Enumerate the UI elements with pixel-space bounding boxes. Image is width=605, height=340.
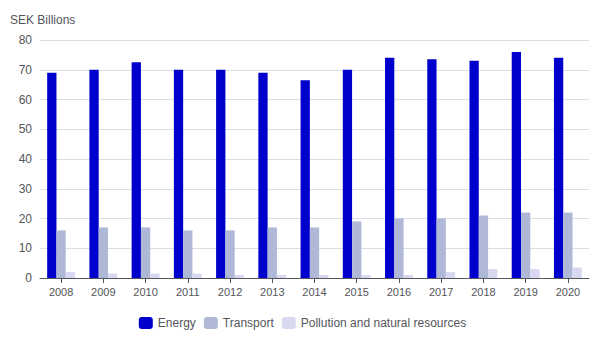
svg-text:2017: 2017: [429, 286, 453, 298]
svg-text:2012: 2012: [218, 286, 242, 298]
svg-text:SEK Billions: SEK Billions: [10, 13, 75, 27]
svg-text:2015: 2015: [344, 286, 368, 298]
svg-text:2018: 2018: [471, 286, 495, 298]
svg-text:Energy: Energy: [158, 316, 196, 330]
svg-text:80: 80: [19, 33, 33, 47]
svg-text:2016: 2016: [387, 286, 411, 298]
svg-text:2019: 2019: [513, 286, 537, 298]
svg-text:50: 50: [19, 122, 33, 136]
svg-text:2009: 2009: [91, 286, 115, 298]
svg-text:Transport: Transport: [223, 316, 275, 330]
svg-text:2013: 2013: [260, 286, 284, 298]
svg-text:2008: 2008: [49, 286, 73, 298]
svg-text:2014: 2014: [302, 286, 326, 298]
svg-text:2010: 2010: [133, 286, 157, 298]
svg-text:2020: 2020: [556, 286, 580, 298]
svg-text:30: 30: [19, 182, 33, 196]
svg-text:2011: 2011: [176, 286, 200, 298]
svg-text:Pollution and natural resource: Pollution and natural resources: [301, 316, 466, 330]
svg-text:40: 40: [19, 152, 33, 166]
svg-text:60: 60: [19, 93, 33, 107]
svg-text:0: 0: [25, 271, 32, 285]
svg-text:10: 10: [19, 241, 33, 255]
svg-text:20: 20: [19, 212, 33, 226]
svg-text:70: 70: [19, 63, 33, 77]
